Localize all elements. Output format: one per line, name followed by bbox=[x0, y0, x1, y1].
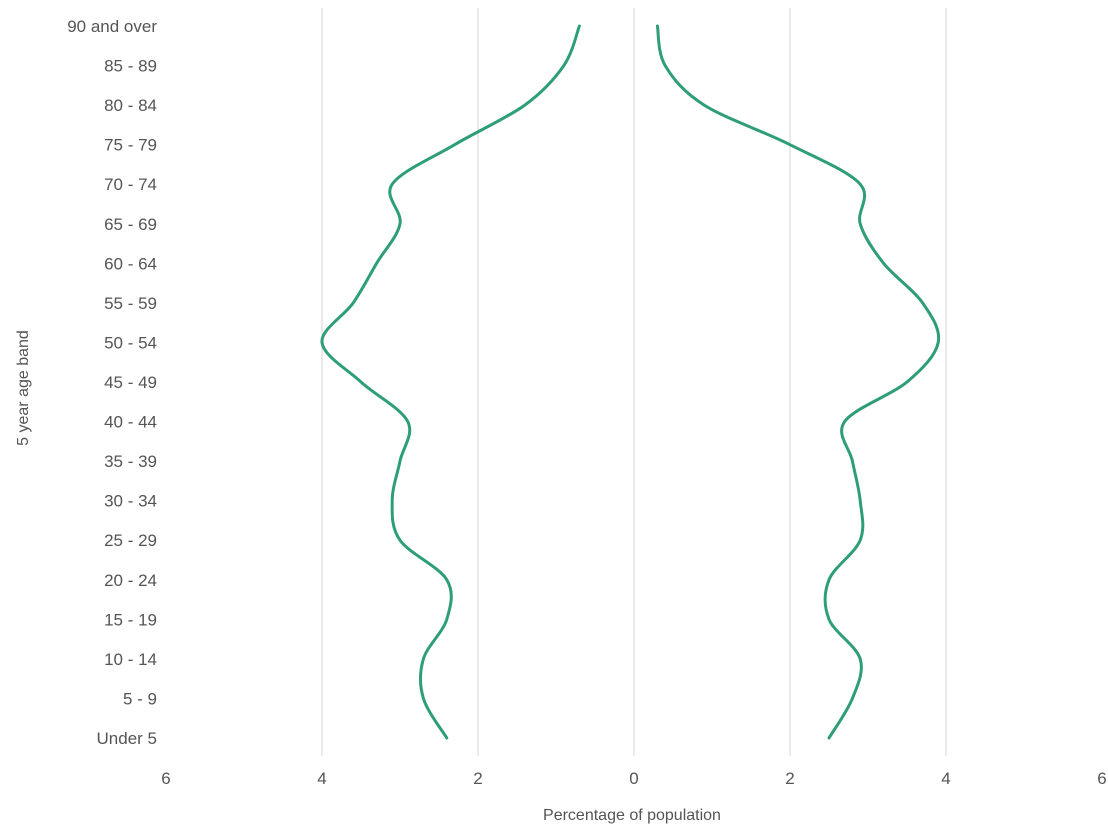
y-axis-title: 5 year age band bbox=[15, 330, 32, 446]
x-tick-label: 4 bbox=[941, 769, 950, 788]
y-tick-label: 65 - 69 bbox=[104, 215, 157, 234]
x-tick-label: 4 bbox=[317, 769, 326, 788]
y-tick-label: 60 - 64 bbox=[104, 254, 157, 273]
x-tick-label: 0 bbox=[629, 769, 638, 788]
y-tick-label: 75 - 79 bbox=[104, 136, 157, 155]
series-line-left bbox=[320, 24, 581, 740]
series-lines bbox=[320, 24, 941, 740]
y-tick-label: 10 - 14 bbox=[104, 650, 157, 669]
y-tick-label: 15 - 19 bbox=[104, 610, 157, 629]
y-tick-label: 90 and over bbox=[67, 17, 157, 36]
x-tick-labels: 6 4 2 0 2 4 6 bbox=[161, 769, 1106, 788]
y-tick-label: 55 - 59 bbox=[104, 294, 157, 313]
y-tick-label: 5 - 9 bbox=[123, 689, 157, 708]
y-tick-label: 30 - 34 bbox=[104, 492, 157, 511]
y-tick-label: 45 - 49 bbox=[104, 373, 157, 392]
y-tick-label: 50 - 54 bbox=[104, 333, 157, 352]
y-tick-label: 25 - 29 bbox=[104, 531, 157, 550]
y-tick-label: Under 5 bbox=[97, 729, 157, 748]
x-tick-label: 6 bbox=[161, 769, 170, 788]
x-tick-label: 2 bbox=[785, 769, 794, 788]
y-tick-label: 35 - 39 bbox=[104, 452, 157, 471]
x-tick-label: 6 bbox=[1097, 769, 1106, 788]
y-tick-label: 85 - 89 bbox=[104, 57, 157, 76]
x-axis-title: Percentage of population bbox=[543, 807, 721, 824]
gridlines bbox=[321, 8, 947, 756]
y-tick-labels: Under 5 5 - 9 10 - 14 15 - 19 20 - 24 25 - 29… bbox=[67, 17, 157, 748]
series-line-right bbox=[655, 24, 941, 740]
x-tick-label: 2 bbox=[473, 769, 482, 788]
y-tick-label: 40 - 44 bbox=[104, 413, 157, 432]
y-tick-label: 20 - 24 bbox=[104, 571, 157, 590]
y-tick-label: 70 - 74 bbox=[104, 175, 157, 194]
y-tick-label: 80 - 84 bbox=[104, 96, 157, 115]
